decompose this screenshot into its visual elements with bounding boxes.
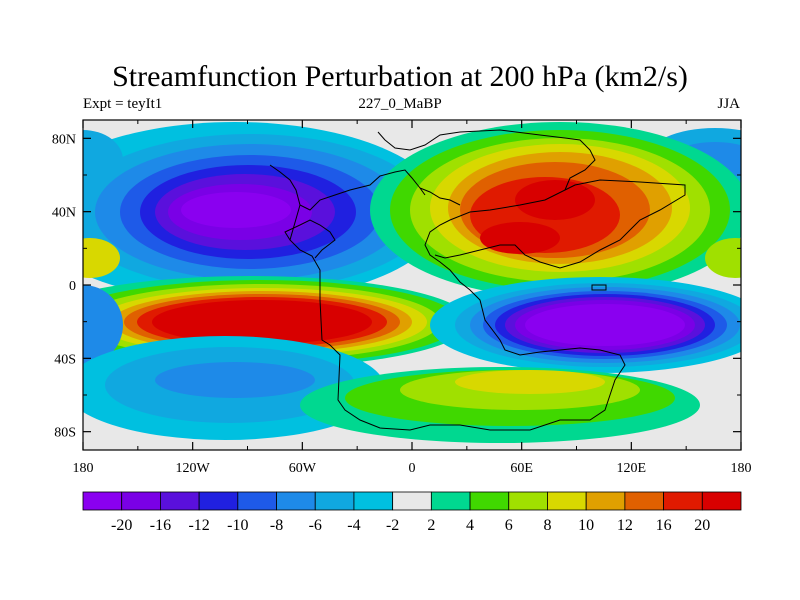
colorbar-swatch	[624, 491, 664, 511]
y-tick-label: 80N	[52, 132, 76, 147]
colorbar-label: 6	[505, 517, 513, 534]
colorbar-label: 4	[466, 517, 474, 534]
colorbar-swatch	[314, 491, 355, 511]
colorbar-label: -12	[188, 517, 209, 534]
colorbar-swatch	[701, 491, 742, 511]
continent-outlines	[269, 129, 686, 431]
colorbar-swatch	[547, 491, 587, 511]
x-tick-label: 120E	[617, 461, 647, 476]
map-field	[83, 120, 741, 450]
x-tick-label: 180	[73, 461, 94, 476]
colorbar-swatch	[160, 491, 200, 511]
colorbar-swatch	[121, 491, 161, 511]
y-tick-label: 40N	[52, 206, 76, 221]
y-tick-label: 0	[69, 279, 76, 294]
colorbar-label: 8	[543, 517, 551, 534]
colorbar-label: -10	[227, 517, 248, 534]
sh-trough-contours	[83, 277, 741, 373]
y-tick-label: 40S	[54, 352, 76, 367]
experiment-label: Expt = teyIt1	[83, 96, 163, 112]
x-tick-label: 60E	[510, 461, 533, 476]
colorbar-swatch	[663, 491, 703, 511]
x-tick-label: 180	[731, 461, 752, 476]
colorbar-label: 20	[694, 517, 710, 534]
x-tick-label: 0	[409, 461, 416, 476]
colorbar-swatch	[430, 491, 471, 511]
colorbar-label: -4	[347, 517, 360, 534]
colorbar-label: -20	[111, 517, 132, 534]
y-tick-label: 80S	[54, 426, 76, 441]
x-tick-label: 120W	[176, 461, 211, 476]
colorbar-swatch	[392, 491, 432, 511]
colorbar: -20 -16 -12 -10 -8 -6 -4 -2 2 4 6 8 10 12 16 20	[82, 491, 742, 534]
colorbar-label: 16	[656, 517, 672, 534]
chart-title: Streamfunction Perturbation at 200 hPa (…	[112, 60, 688, 93]
colorbar-swatch	[276, 491, 316, 511]
colorbar-swatch	[585, 491, 626, 511]
colorbar-label: -6	[309, 517, 322, 534]
colorbar-swatch	[82, 491, 123, 511]
colorbar-label: 2	[427, 517, 435, 534]
period-label: 227_0_MaBP	[358, 96, 442, 112]
axes: 180 120W 60W 0 60E 120E 180 80N 40N 0 40S 80S	[52, 120, 752, 476]
colorbar-swatch	[508, 491, 548, 511]
season-label: JJA	[717, 96, 740, 112]
colorbar-label: 12	[617, 517, 633, 534]
colorbar-swatch	[353, 491, 394, 511]
colorbar-swatch	[198, 491, 239, 511]
colorbar-label: -16	[150, 517, 171, 534]
colorbar-label: -2	[386, 517, 399, 534]
colorbar-swatch	[469, 491, 510, 511]
colorbar-label: 10	[578, 517, 594, 534]
sh-highlat-contours	[83, 336, 700, 443]
x-tick-label: 60W	[289, 461, 317, 476]
colorbar-swatch	[237, 491, 277, 511]
colorbar-label: -8	[270, 517, 283, 534]
